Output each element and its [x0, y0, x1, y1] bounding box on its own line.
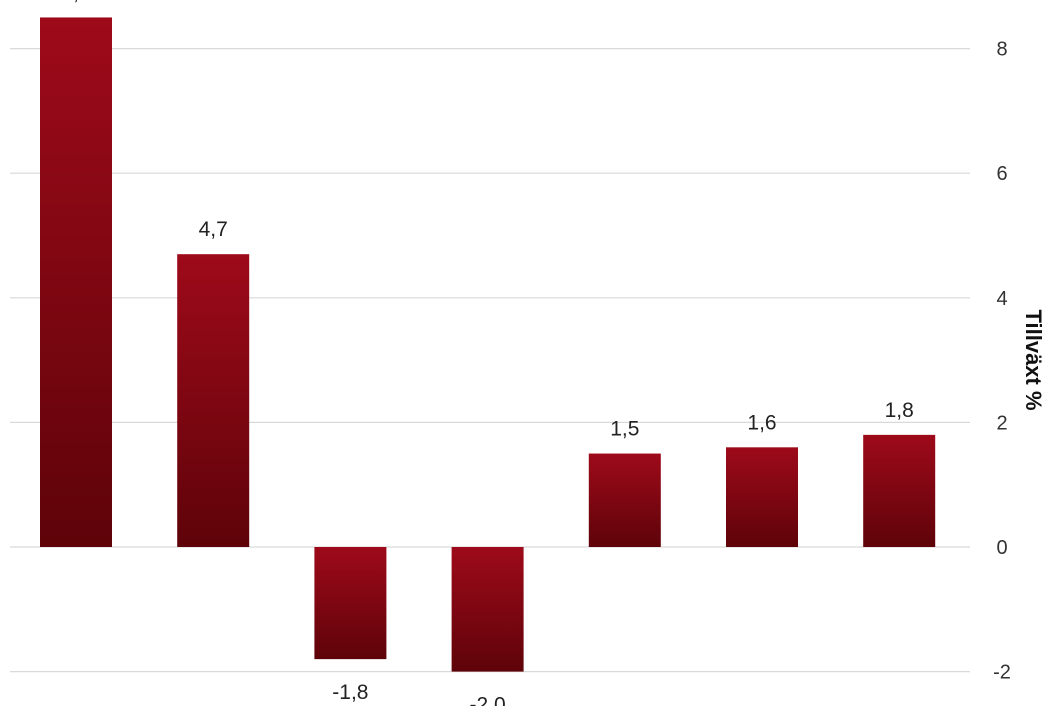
bar-value-label: 8,5	[61, 0, 90, 4]
bar	[40, 17, 112, 547]
bar	[177, 254, 250, 547]
bar	[314, 547, 387, 660]
bar-value-label: 1,8	[885, 399, 914, 422]
bar	[588, 453, 661, 547]
y-tick-label: 4	[996, 288, 1007, 310]
bar	[863, 434, 936, 547]
y-tick-label: 0	[996, 537, 1007, 559]
bar	[451, 547, 524, 672]
y-axis-title: Tillväxt %	[1021, 309, 1046, 410]
y-tick-label: 8	[996, 39, 1007, 61]
data-labels: 8,5 4,7 -1,8 -2,0 1,5 1,6 1,8	[61, 0, 913, 706]
gridlines	[10, 47, 970, 673]
y-tick-label: 2	[996, 412, 1007, 434]
bar	[726, 447, 798, 547]
bars	[40, 17, 936, 672]
y-tick-label: 6	[996, 163, 1007, 185]
bar-value-label: 1,5	[610, 418, 639, 441]
bar-value-label: -2,0	[470, 694, 506, 706]
y-tick-label: -2	[993, 662, 1011, 684]
bar-value-label: -1,8	[332, 681, 368, 704]
bar-value-label: 4,7	[199, 218, 228, 241]
y-axis-ticks: -2 0 2 4 6 8	[993, 39, 1011, 684]
bar-value-label: 1,6	[747, 411, 776, 434]
